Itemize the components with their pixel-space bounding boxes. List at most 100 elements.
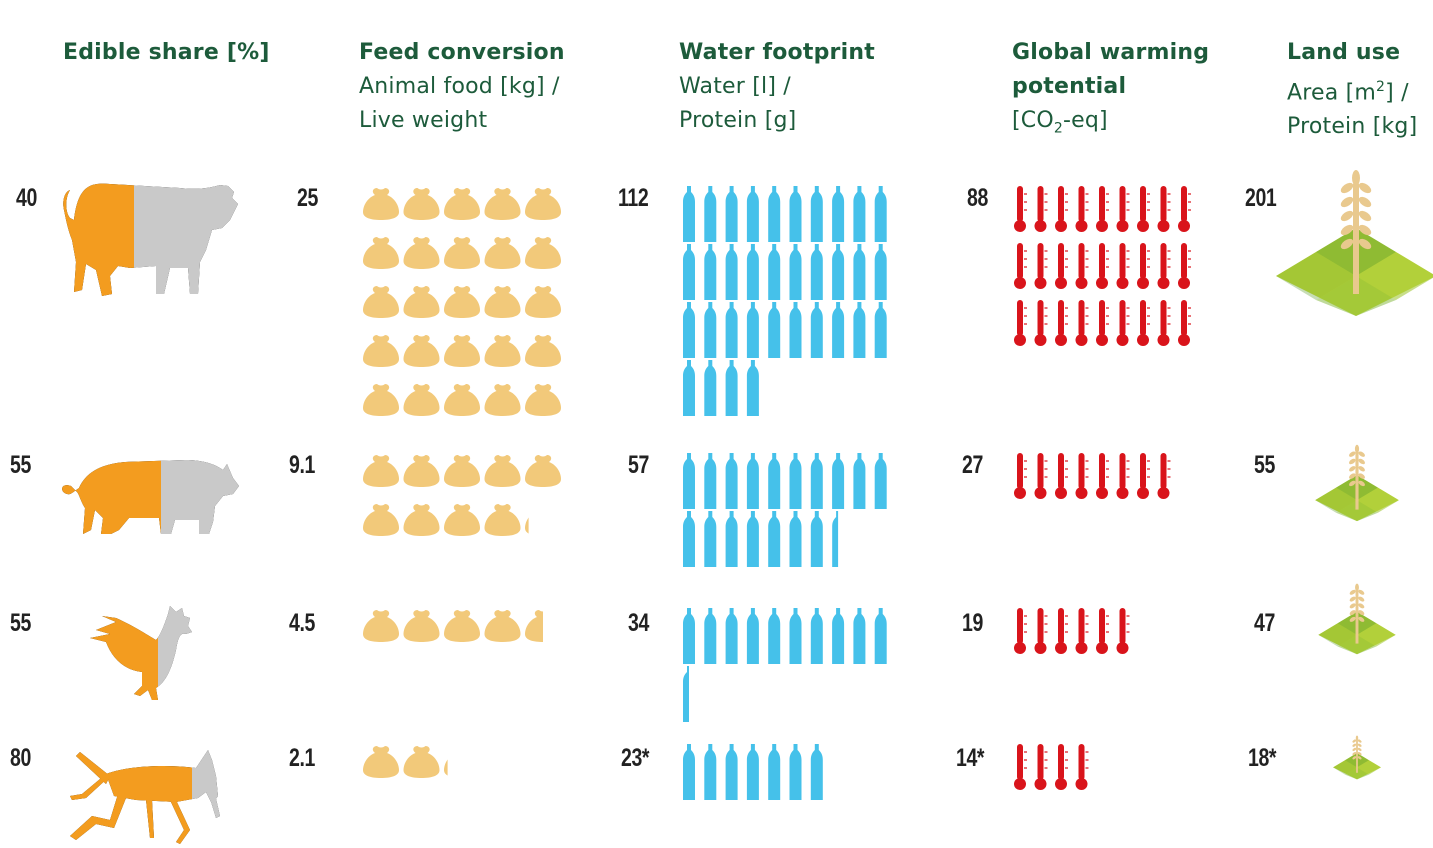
water-bottle-icon-cattle-21: [683, 302, 695, 358]
feed-sack-icon-pig-4: [484, 455, 521, 487]
header-land-sup: 2: [1376, 79, 1386, 95]
feed-sack-icon-cattle-22: [403, 384, 440, 416]
feed-sack-icon-cattle-16: [363, 335, 399, 367]
thermometer-icon-pig-8: [1157, 453, 1171, 499]
water-bottle-icon-cricket-2: [704, 744, 717, 800]
water-bottle-icon-chicken-2: [704, 608, 717, 664]
thermometer-icon-chicken-6: [1116, 608, 1130, 654]
feed-sack-icon-cattle-15: [525, 286, 561, 318]
feed-sack-icon-cattle-6: [363, 237, 399, 269]
water-bottle-icon-cattle-20: [874, 244, 887, 300]
thermometer-icon-pig-6: [1116, 453, 1130, 499]
feed-sack-icon-cattle-5: [525, 188, 561, 220]
value-edible-cricket: 80: [10, 744, 31, 772]
thermometer-icon-pig-1: [1014, 453, 1027, 499]
header-feed-line2: Live weight: [359, 108, 488, 133]
water-bottle-icon-chicken-11: [683, 666, 689, 722]
water-bottle-icon-cattle-11: [683, 244, 695, 300]
feed-sack-icon-cattle-4: [484, 188, 521, 220]
thermometer-icon-pig-3: [1055, 453, 1068, 499]
feed-sack-icon-cattle-23: [444, 384, 480, 416]
water-bottle-icon-chicken-3: [725, 608, 738, 664]
header-water-line2: Protein [g]: [679, 108, 797, 133]
thermometer-icon-cattle-10: [1014, 243, 1027, 289]
feed-sack-icon-cattle-7: [403, 237, 440, 269]
water-bottle-icon-cattle-15: [768, 244, 781, 300]
header-gwp-post: -eq]: [1062, 108, 1108, 133]
feed-sack-icon-pig-2: [403, 455, 440, 487]
header-gwp-pre: [CO: [1012, 108, 1054, 133]
chicken-icon: [90, 606, 192, 700]
thermometer-icon-cattle-9: [1178, 186, 1191, 232]
water-bottle-icon-pig-10: [874, 453, 887, 509]
thermometer-icon-cattle-7: [1137, 186, 1150, 232]
water-bottle-icon-cattle-22: [704, 302, 717, 358]
water-bottle-icon-chicken-4: [746, 608, 759, 664]
value-gwp-chicken: 19: [962, 609, 983, 637]
pig-icon: [62, 460, 239, 534]
water-bottle-icon-cricket-1: [683, 744, 695, 800]
water-bottle-icon-cattle-13: [725, 244, 738, 300]
feed-sack-icon-cattle-14: [484, 286, 521, 318]
water-bottle-icon-cattle-33: [725, 360, 738, 416]
water-bottle-icon-cattle-27: [810, 302, 823, 358]
value-land-pig: 55: [1254, 451, 1275, 479]
water-bottle-icon-cattle-17: [810, 244, 823, 300]
water-bottle-icon-cattle-19: [853, 244, 866, 300]
thermometer-icon-cattle-21: [1055, 300, 1068, 346]
water-bottle-icon-cattle-2: [704, 186, 717, 242]
water-bottle-icon-cattle-1: [683, 186, 695, 242]
cattle-icon: [63, 183, 238, 296]
water-bottle-icon-cricket-7: [810, 744, 823, 800]
feed-sack-icon-cattle-17: [403, 335, 440, 367]
water-bottle-icon-pig-7: [810, 453, 823, 509]
header-global-warming: Global warming potential [CO2-eq]: [1012, 36, 1209, 145]
feed-sack-icon-pig-9: [484, 504, 521, 536]
feed-sack-icon-cattle-20: [525, 335, 561, 367]
header-water-footprint: Water footprint Water [l] / Protein [g]: [679, 36, 875, 138]
thermometer-icon-cattle-6: [1116, 186, 1130, 232]
value-water-cattle: 112: [618, 184, 649, 212]
header-land-post: ] /: [1385, 80, 1409, 106]
header-edible-title: Edible share [%]: [63, 40, 270, 65]
feed-sack-icon-cattle-25: [525, 384, 561, 416]
water-bottle-icon-cattle-7: [810, 186, 823, 242]
feed-sack-icon-cattle-1: [363, 188, 399, 220]
thermometer-icon-chicken-2: [1034, 608, 1048, 654]
thermometer-icon-cattle-11: [1034, 243, 1048, 289]
feed-sack-icon-cattle-2: [403, 188, 440, 220]
header-land-line2: Protein [kg]: [1287, 114, 1418, 140]
water-bottle-icon-pig-1: [683, 453, 695, 509]
water-bottle-icon-cattle-6: [789, 186, 802, 242]
thermometer-icon-chicken-4: [1075, 608, 1089, 654]
water-bottle-icon-pig-18: [832, 511, 839, 567]
feed-sack-icon-cattle-24: [484, 384, 521, 416]
water-bottle-icon-pig-4: [746, 453, 759, 509]
water-bottle-icon-cattle-25: [768, 302, 781, 358]
thermometer-icon-cattle-27: [1178, 300, 1191, 346]
thermometer-icon-chicken-5: [1096, 608, 1109, 654]
water-bottle-icon-pig-13: [725, 511, 738, 567]
value-water-cricket: 23*: [621, 744, 650, 772]
wheat-field-icon-cricket: [1333, 735, 1381, 780]
header-feed-line1: Animal food [kg] /: [359, 74, 560, 99]
feed-sack-icon-chicken-4: [484, 610, 521, 642]
water-bottle-icon-cattle-8: [832, 186, 845, 242]
feed-sack-icon-pig-10: [525, 517, 529, 534]
water-bottle-icon-pig-11: [683, 511, 695, 567]
feed-sack-icon-cattle-3: [444, 188, 480, 220]
header-feed-conversion: Feed conversion Animal food [kg] / Live …: [359, 36, 565, 138]
feed-sack-icon-cattle-9: [484, 237, 521, 269]
feed-sack-icon-cattle-8: [444, 237, 480, 269]
value-feed-chicken: 4.5: [289, 609, 315, 637]
water-bottle-icon-cattle-30: [874, 302, 887, 358]
header-gwp-title2: potential: [1012, 74, 1127, 99]
thermometer-icon-cricket-1: [1014, 744, 1027, 790]
thermometer-icon-cattle-8: [1157, 186, 1171, 232]
value-gwp-pig: 27: [962, 451, 983, 479]
water-bottle-icon-chicken-8: [832, 608, 845, 664]
water-bottle-icon-chicken-6: [789, 608, 802, 664]
value-gwp-cattle: 88: [967, 184, 988, 212]
thermometer-icon-cattle-4: [1075, 186, 1089, 232]
feed-sack-icon-pig-5: [525, 455, 561, 487]
